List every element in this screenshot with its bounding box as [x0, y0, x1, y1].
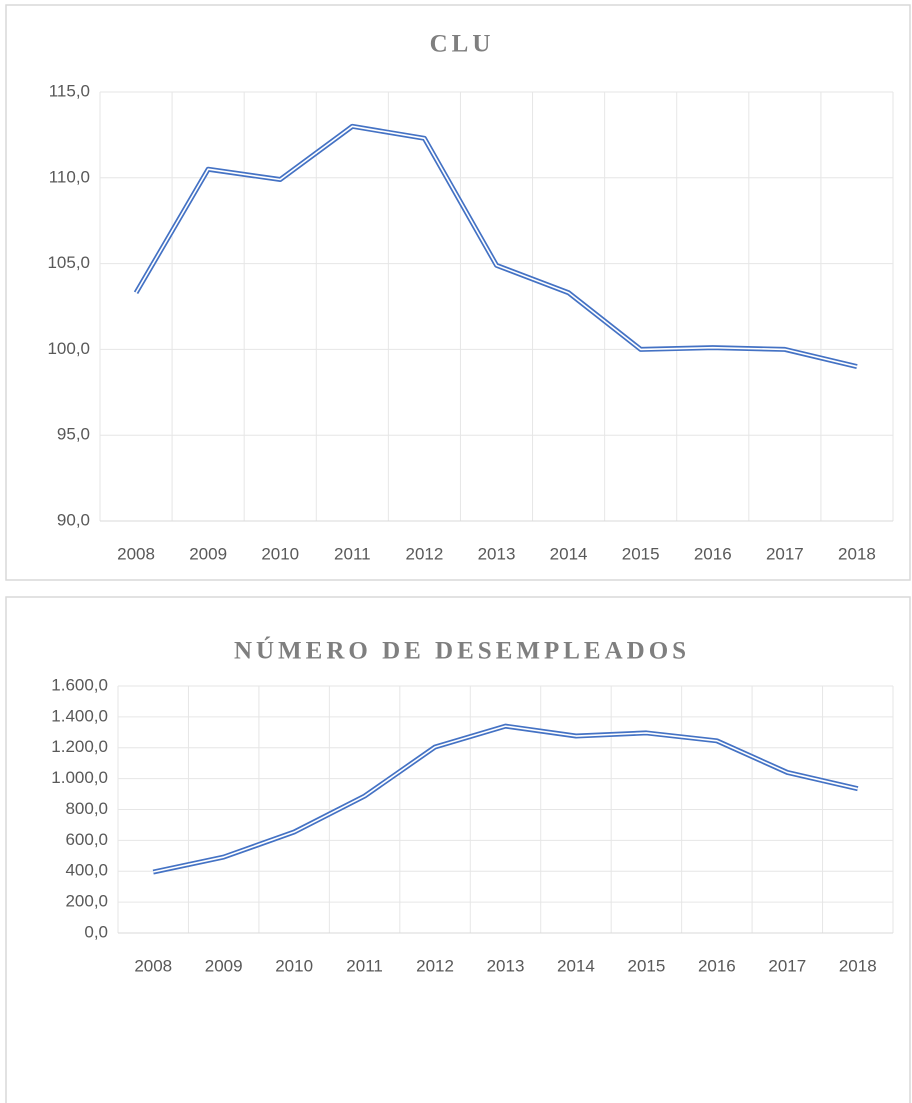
y-tick-label: 100,0	[47, 339, 90, 358]
y-tick-label: 95,0	[57, 425, 90, 444]
x-tick-label: 2008	[134, 956, 172, 975]
y-tick-label: 1.400,0	[51, 706, 108, 725]
x-tick-label: 2013	[478, 544, 516, 563]
y-tick-label: 400,0	[65, 861, 108, 880]
x-tick-label: 2009	[205, 956, 243, 975]
x-tick-label: 2016	[694, 544, 732, 563]
x-tick-label: 2015	[622, 544, 660, 563]
y-tick-label: 800,0	[65, 799, 108, 818]
y-tick-label: 90,0	[57, 510, 90, 529]
x-tick-label: 2011	[346, 956, 383, 975]
chart-title: CLU	[430, 31, 495, 58]
y-tick-label: 1.600,0	[51, 675, 108, 694]
x-tick-label: 2010	[261, 544, 299, 563]
x-tick-label: 2017	[766, 544, 804, 563]
series-line-inner	[135, 125, 858, 368]
x-tick-label: 2014	[557, 956, 595, 975]
y-tick-label: 0,0	[84, 922, 108, 941]
x-tick-label: 2017	[768, 956, 806, 975]
y-tick-label: 600,0	[65, 830, 108, 849]
x-tick-label: 2012	[416, 956, 454, 975]
y-tick-label: 110,0	[49, 167, 90, 186]
x-tick-label: 2008	[117, 544, 155, 563]
y-tick-label: 105,0	[47, 253, 90, 272]
x-tick-label: 2018	[839, 956, 877, 975]
x-tick-label: 2014	[550, 544, 588, 563]
series-line-inner	[153, 725, 858, 873]
x-tick-label: 2015	[627, 956, 665, 975]
x-tick-label: 2012	[405, 544, 443, 563]
x-tick-label: 2018	[838, 544, 876, 563]
y-tick-label: 1.200,0	[51, 737, 108, 756]
x-tick-label: 2009	[189, 544, 227, 563]
x-tick-label: 2016	[698, 956, 736, 975]
y-tick-label: 115,0	[49, 81, 90, 100]
y-tick-label: 1.000,0	[51, 768, 108, 787]
x-tick-label: 2011	[334, 544, 371, 563]
chart-title: NÚMERO DE DESEMPLEADOS	[234, 637, 690, 665]
chart-frame	[5, 4, 911, 581]
chart-frame	[5, 596, 911, 1103]
x-tick-label: 2010	[275, 956, 313, 975]
y-tick-label: 200,0	[65, 892, 108, 911]
x-tick-label: 2013	[487, 956, 525, 975]
